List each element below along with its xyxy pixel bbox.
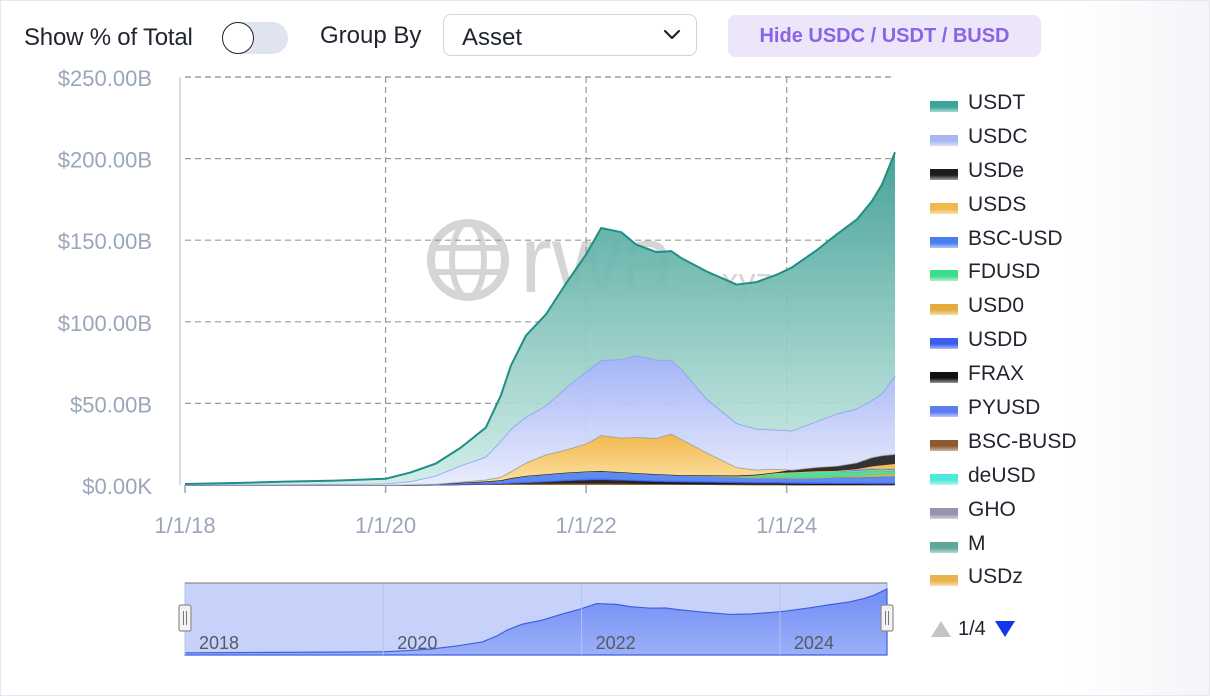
x-tick-label: 1/1/22: [556, 513, 617, 538]
group-by-select[interactable]: Asset: [443, 14, 697, 56]
y-tick-label: $0.00K: [82, 474, 152, 499]
legend-item-usdz[interactable]: USDz: [930, 561, 1110, 595]
legend-page-label: 1/4: [958, 618, 986, 640]
legend-item-frax[interactable]: FRAX: [930, 358, 1110, 392]
legend-label: USDD: [968, 328, 1028, 352]
navigator-series: [184, 588, 888, 656]
legend-swatch: [930, 101, 958, 112]
legend-item-gho[interactable]: GHO: [930, 494, 1110, 528]
legend-swatch: [930, 575, 958, 587]
x-tick-label: 1/1/20: [355, 513, 416, 538]
legend-label: deUSD: [968, 463, 1036, 487]
legend-label: GHO: [968, 497, 1016, 521]
y-tick-label: $250.00B: [58, 66, 152, 91]
legend-swatch: [930, 439, 958, 451]
legend-swatch: [930, 473, 958, 485]
legend-swatch: [930, 338, 958, 350]
legend-item-usdc[interactable]: USDC: [930, 121, 1110, 155]
legend-label: FRAX: [968, 362, 1025, 386]
legend-label: FDUSD: [968, 260, 1041, 284]
area-bsc-usd: [185, 471, 895, 485]
legend-item-usdd[interactable]: USDD: [930, 324, 1110, 358]
legend-item-usd0[interactable]: USD0: [930, 290, 1110, 324]
legend-label: USDS: [968, 192, 1027, 216]
legend: USDT USDC USDe USDS BSC-USD FDUSD USD0 USDD FRAX…: [930, 87, 1110, 595]
legend-label: BSC-USD: [968, 226, 1063, 250]
navigator-tick-label: 2018: [199, 633, 239, 653]
legend-item-m[interactable]: M: [930, 528, 1110, 562]
navigator-right-handle[interactable]: [880, 604, 894, 632]
legend-label: USDe: [968, 158, 1025, 182]
legend-label: M: [968, 531, 986, 555]
legend-swatch: [930, 507, 958, 519]
legend-item-usds[interactable]: USDS: [930, 189, 1110, 223]
navigator-left-handle[interactable]: [178, 604, 192, 632]
legend-label: USDC: [968, 124, 1028, 148]
legend-swatch: [930, 202, 958, 214]
legend-label: USDT: [968, 91, 1026, 114]
legend-item-usdt[interactable]: USDT: [930, 87, 1110, 121]
legend-swatch: [930, 168, 958, 180]
toggle-knob: [222, 22, 254, 54]
time-navigator[interactable]: 2018 2020 2022 2024: [178, 582, 894, 656]
line-usdt: [184, 151, 896, 486]
legend-swatch: [930, 236, 958, 248]
area-other: [185, 433, 895, 485]
x-tick-label: 1/1/24: [756, 513, 817, 538]
navigator-tick-label: 2022: [596, 633, 636, 653]
group-by-value: Asset: [462, 24, 523, 51]
legend-next-page-icon[interactable]: [994, 619, 1016, 639]
legend-label: PYUSD: [968, 396, 1041, 420]
area-usdt: [185, 152, 895, 485]
group-by-label: Group By: [320, 22, 422, 49]
legend-swatch: [930, 541, 958, 553]
y-tick-label: $50.00B: [70, 392, 152, 417]
legend-swatch: [930, 270, 958, 282]
legend-swatch: [930, 304, 958, 316]
chevron-down-icon: [663, 29, 681, 40]
hide-stablecoins-button[interactable]: Hide USDC / USDT / BUSD: [728, 15, 1041, 57]
legend-pager: 1/4: [930, 616, 1030, 642]
show-percent-label: Show % of Total: [24, 24, 193, 51]
y-tick-label: $200.00B: [58, 148, 152, 173]
navigator-tick-label: 2020: [397, 633, 437, 653]
legend-label: BSC-BUSD: [968, 429, 1077, 453]
legend-item-deusd[interactable]: deUSD: [930, 460, 1110, 494]
navigator-tick-label: 2024: [794, 633, 834, 653]
legend-item-bsc-busd[interactable]: BSC-BUSD: [930, 426, 1110, 460]
y-tick-label: $100.00B: [58, 311, 152, 336]
legend-label: USDz: [968, 565, 1023, 589]
chart-toolbar: Show % of Total Group By Asset Hide USDC…: [24, 14, 1044, 58]
legend-item-fdusd[interactable]: FDUSD: [930, 256, 1110, 290]
area-usdc: [185, 355, 895, 485]
legend-item-bsc-usd[interactable]: BSC-USD: [930, 223, 1110, 257]
show-percent-toggle[interactable]: [222, 22, 288, 54]
legend-label: USD0: [968, 294, 1025, 318]
legend-swatch: [930, 134, 958, 146]
legend-swatch: [930, 372, 958, 384]
y-tick-label: $150.00B: [58, 229, 152, 254]
legend-item-usde[interactable]: USDe: [930, 155, 1110, 189]
legend-prev-page-icon[interactable]: [930, 619, 952, 639]
legend-item-pyusd[interactable]: PYUSD: [930, 392, 1110, 426]
x-tick-label: 1/1/18: [154, 513, 215, 538]
legend-swatch: [930, 406, 958, 418]
